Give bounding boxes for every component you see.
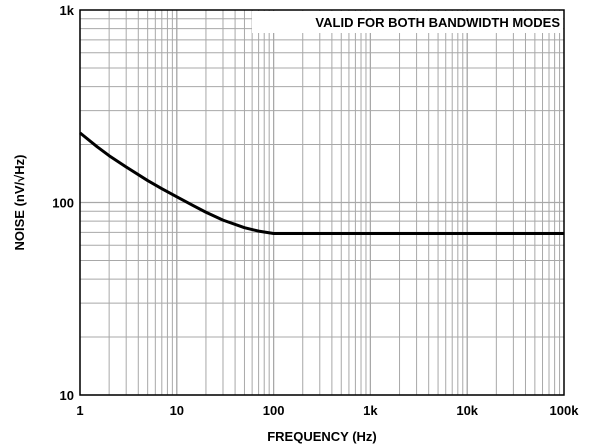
y-axis-title: NOISE (nV/√Hz) bbox=[12, 155, 27, 251]
x-tick-label: 1 bbox=[76, 403, 83, 418]
y-tick-label: 100 bbox=[52, 196, 74, 211]
x-tick-label: 100 bbox=[263, 403, 285, 418]
x-tick-label: 10k bbox=[456, 403, 478, 418]
grid-lines bbox=[79, 10, 564, 396]
plot-frame bbox=[79, 9, 565, 396]
annotation-text: VALID FOR BOTH BANDWIDTH MODES bbox=[315, 15, 560, 30]
x-tick-labels: 1 10 100 1k 10k 100k bbox=[76, 403, 579, 418]
x-tick-label: 10 bbox=[170, 403, 184, 418]
annotation-group: VALID FOR BOTH BANDWIDTH MODES bbox=[252, 11, 563, 33]
series-group bbox=[79, 131, 564, 236]
x-tick-label: 100k bbox=[550, 403, 580, 418]
annotation-background bbox=[252, 11, 563, 33]
noise-curve bbox=[79, 131, 564, 236]
x-tick-label: 1k bbox=[363, 403, 378, 418]
y-tick-label: 1k bbox=[60, 3, 75, 18]
x-axis-title: FREQUENCY (Hz) bbox=[267, 429, 377, 444]
y-tick-label: 10 bbox=[60, 388, 74, 403]
y-tick-labels: 10 100 1k bbox=[52, 3, 74, 403]
